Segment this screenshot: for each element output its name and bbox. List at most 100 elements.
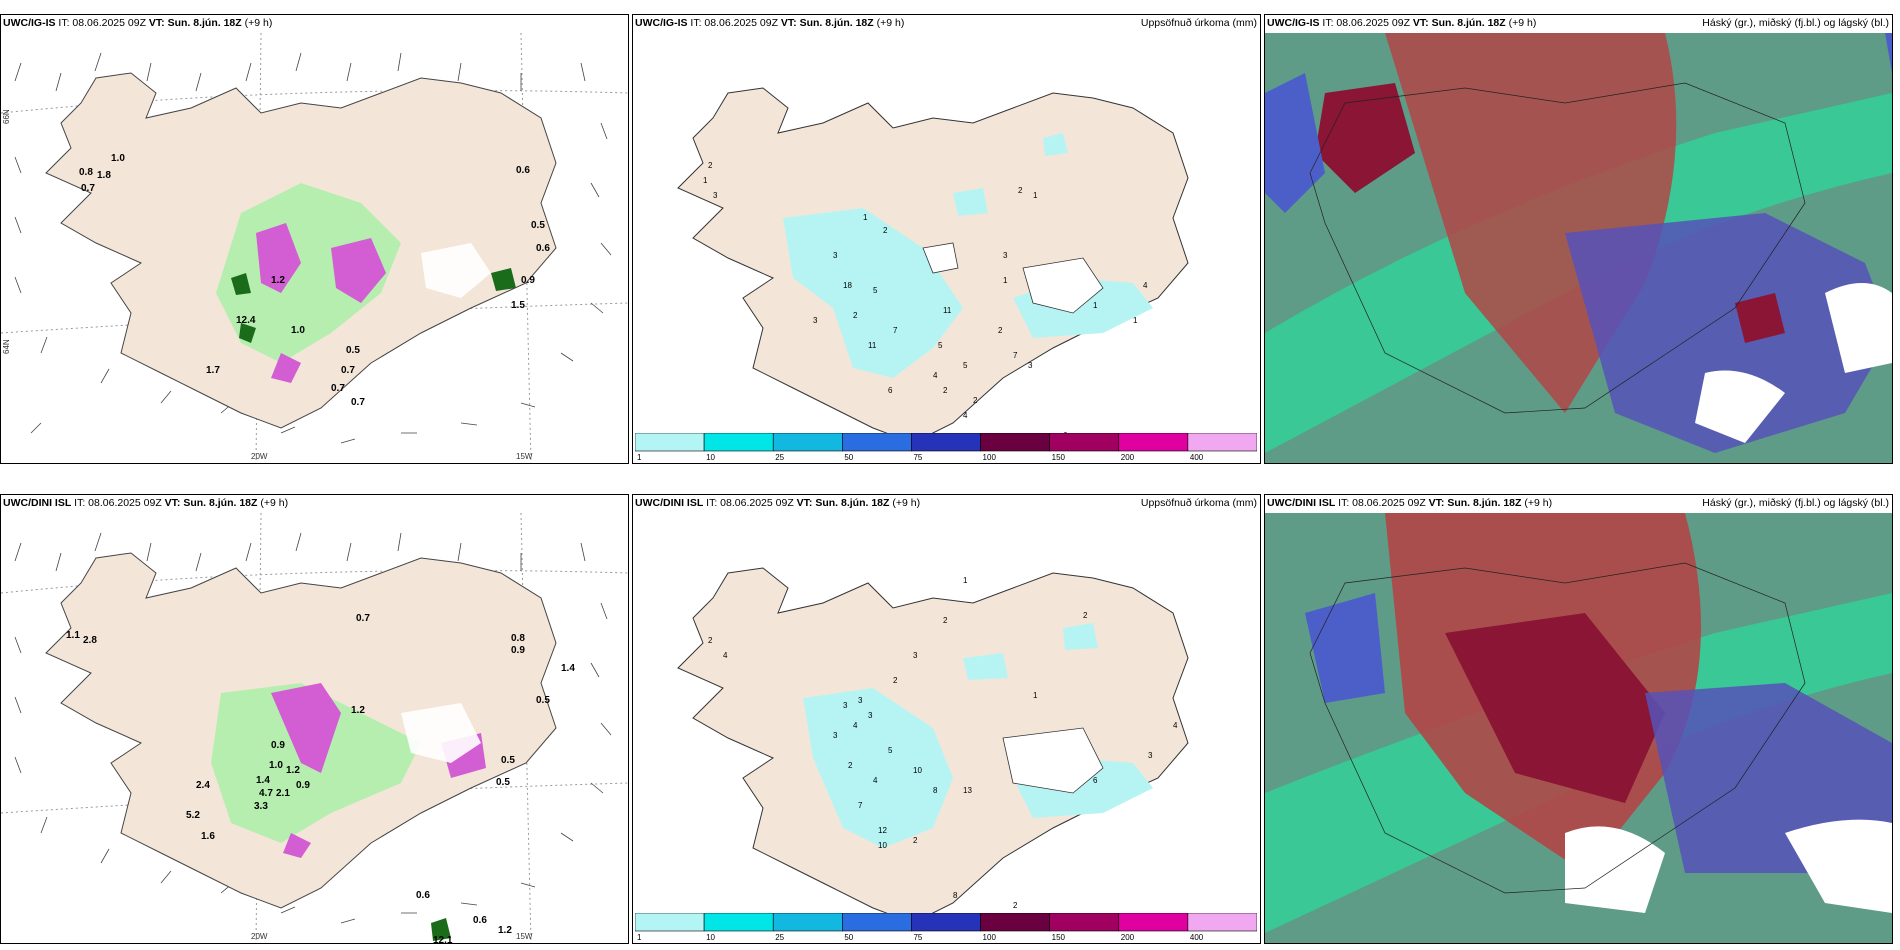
svg-text:0.7: 0.7 — [341, 365, 355, 376]
svg-text:1.1: 1.1 — [66, 630, 80, 641]
colorbar-tick: 100 — [983, 453, 997, 461]
svg-text:11: 11 — [943, 306, 952, 315]
svg-text:2.1: 2.1 — [276, 788, 290, 799]
svg-text:0.9: 0.9 — [511, 645, 525, 656]
colorbar-swatch — [635, 913, 705, 932]
svg-text:3: 3 — [813, 316, 818, 325]
colorbar-tick: 75 — [913, 933, 922, 941]
colorbar-swatch — [772, 913, 843, 932]
svg-text:4: 4 — [963, 411, 968, 420]
svg-text:12.1: 12.1 — [433, 935, 453, 943]
svg-text:0.5: 0.5 — [501, 755, 515, 766]
svg-text:7: 7 — [1013, 351, 1018, 360]
colorbar-tick: 200 — [1121, 933, 1135, 941]
precip-shading — [216, 183, 516, 383]
colorbar-tick: 400 — [1190, 933, 1204, 941]
svg-text:4: 4 — [873, 776, 878, 785]
colorbar-tick: 10 — [706, 933, 715, 941]
svg-text:1: 1 — [1133, 316, 1138, 325]
svg-text:1.0: 1.0 — [291, 325, 305, 336]
colorbar-swatch — [842, 433, 912, 452]
svg-text:0.9: 0.9 — [296, 780, 310, 791]
svg-text:0.6: 0.6 — [536, 243, 550, 254]
colorbar-swatch — [980, 913, 1050, 932]
svg-text:2: 2 — [913, 836, 918, 845]
panel-header: UWC/IG-IS IT: 08.06.2025 09Z VT: Sun. 8.… — [3, 17, 273, 29]
svg-text:4: 4 — [933, 371, 938, 380]
svg-text:1: 1 — [1033, 691, 1038, 700]
svg-text:4: 4 — [853, 721, 858, 730]
panel-title-right: Háský (gr.), miðský (fj.bl.) og lágský (… — [1702, 497, 1889, 509]
svg-text:12: 12 — [878, 826, 887, 835]
svg-text:1: 1 — [863, 213, 868, 222]
panel-r2-cloud: UWC/DINI ISL IT: 08.06.2025 09Z VT: Sun.… — [1264, 494, 1893, 944]
svg-text:2: 2 — [943, 386, 948, 395]
svg-text:5.2: 5.2 — [186, 810, 200, 821]
panel-header: UWC/DINI ISL IT: 08.06.2025 09Z VT: Sun.… — [635, 497, 921, 509]
colorbar-tick: 50 — [844, 453, 853, 461]
svg-text:12.4: 12.4 — [236, 315, 256, 326]
svg-text:2: 2 — [893, 676, 898, 685]
svg-text:0.7: 0.7 — [351, 397, 365, 408]
colorbar: 1 10 25 50 75 100 150 200 400 — [635, 433, 1257, 461]
svg-text:1.0: 1.0 — [111, 153, 125, 164]
svg-text:15W: 15W — [516, 452, 533, 461]
accumulated-precip-map: 2 4 1 2 3 2 2 1 3 3 3 4 3 5 2 4 10 8 7 1… — [677, 567, 1189, 924]
svg-text:5: 5 — [873, 286, 878, 295]
colorbar-tick: 25 — [775, 453, 784, 461]
svg-text:0.9: 0.9 — [521, 275, 535, 286]
cloud-cover-map — [1265, 33, 1892, 463]
svg-text:13: 13 — [963, 786, 972, 795]
colorbar-swatch — [911, 433, 981, 452]
svg-text:0.5: 0.5 — [531, 220, 545, 231]
svg-text:0.5: 0.5 — [496, 777, 510, 788]
colorbar-tick: 100 — [983, 933, 997, 941]
svg-text:18: 18 — [843, 281, 852, 290]
svg-text:8: 8 — [933, 786, 938, 795]
colorbar-swatch — [1118, 913, 1189, 932]
svg-text:3: 3 — [833, 731, 838, 740]
svg-text:2: 2 — [1018, 186, 1023, 195]
svg-text:0.5: 0.5 — [346, 345, 360, 356]
svg-text:3.3: 3.3 — [254, 801, 268, 812]
svg-text:1.8: 1.8 — [97, 170, 111, 181]
colorbar-swatch — [911, 913, 981, 932]
svg-text:5: 5 — [938, 341, 943, 350]
colorbar-tick: 200 — [1121, 453, 1135, 461]
precip-values: 2 1 3 1 2 3 1 18 5 2 3 11 3 7 5 11 1 4 6… — [703, 161, 1148, 440]
svg-text:2: 2 — [1083, 611, 1088, 620]
colorbar-swatch — [703, 433, 774, 452]
svg-text:2: 2 — [883, 226, 888, 235]
svg-text:5: 5 — [888, 746, 893, 755]
colorbar-tick: 10 — [706, 453, 715, 461]
precip-values: 1.0 0.8 1.8 0.7 0.6 0.5 1.2 0.9 12.4 1.0… — [79, 153, 550, 408]
svg-text:0.8: 0.8 — [511, 633, 525, 644]
panel-r2-wind: UWC/DINI ISL IT: 08.06.2025 09Z VT: Sun.… — [0, 494, 629, 944]
panel-header: UWC/DINI ISL IT: 08.06.2025 09Z VT: Sun.… — [3, 497, 289, 509]
svg-text:3: 3 — [843, 701, 848, 710]
svg-text:7: 7 — [858, 801, 863, 810]
svg-text:1: 1 — [1003, 276, 1008, 285]
svg-text:20W: 20W — [251, 932, 268, 941]
svg-text:2: 2 — [973, 396, 978, 405]
panel-header: UWC/IG-IS IT: 08.06.2025 09Z VT: Sun. 8.… — [1267, 17, 1537, 29]
colorbar-swatch — [1049, 433, 1120, 452]
svg-text:11: 11 — [868, 341, 877, 350]
colorbar-swatch — [1187, 433, 1257, 452]
svg-text:1.2: 1.2 — [498, 925, 512, 936]
cloud-cover-map — [1265, 513, 1892, 943]
svg-text:0.6: 0.6 — [473, 915, 487, 926]
svg-text:3: 3 — [913, 651, 918, 660]
svg-text:2: 2 — [943, 616, 948, 625]
colorbar-tick: 75 — [913, 453, 922, 461]
svg-text:3: 3 — [1028, 361, 1033, 370]
svg-text:66N: 66N — [2, 109, 11, 124]
colorbar-swatch — [980, 433, 1050, 452]
colorbar-tick: 1 — [637, 933, 642, 941]
svg-text:2.4: 2.4 — [196, 780, 210, 791]
svg-text:10: 10 — [878, 841, 887, 850]
colorbar-tick: 25 — [775, 933, 784, 941]
svg-text:0.9: 0.9 — [271, 740, 285, 751]
svg-text:0.5: 0.5 — [536, 695, 550, 706]
svg-text:0.7: 0.7 — [356, 613, 370, 624]
